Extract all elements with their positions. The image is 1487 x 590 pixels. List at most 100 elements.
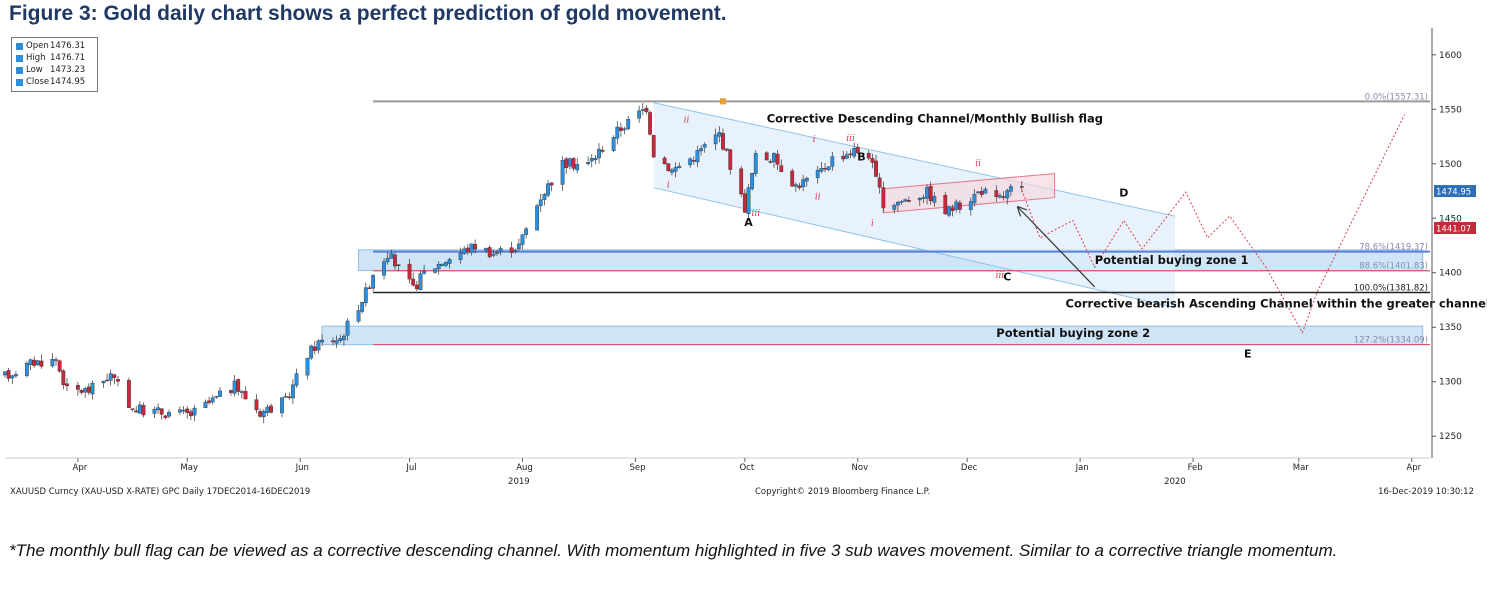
candle bbox=[994, 185, 999, 202]
candle bbox=[407, 258, 412, 284]
candle bbox=[163, 414, 168, 420]
candle bbox=[458, 247, 463, 264]
candle bbox=[695, 145, 700, 168]
candle-body bbox=[615, 126, 620, 139]
candle bbox=[611, 135, 616, 153]
candle-body bbox=[159, 408, 164, 415]
candle-body bbox=[35, 360, 40, 366]
candle-body bbox=[389, 253, 394, 259]
candle bbox=[79, 389, 84, 395]
ohlc-label: Open bbox=[26, 41, 49, 51]
candle bbox=[772, 152, 776, 168]
candle bbox=[258, 408, 263, 418]
candle-body bbox=[491, 254, 496, 256]
fib-level-label: 100.0%(1381.82) bbox=[1354, 284, 1428, 294]
candle-body bbox=[283, 395, 288, 398]
candle bbox=[50, 353, 55, 368]
x-tick-label: May bbox=[180, 463, 198, 473]
candle-body bbox=[622, 128, 627, 131]
candle bbox=[192, 404, 197, 422]
candle bbox=[513, 248, 518, 254]
candle-body bbox=[309, 345, 314, 359]
x-tick-label: Apr bbox=[73, 463, 88, 473]
candle bbox=[389, 249, 394, 259]
candle bbox=[950, 204, 955, 217]
candle-body bbox=[360, 302, 365, 312]
candle bbox=[600, 146, 605, 154]
candle bbox=[294, 368, 299, 388]
candle bbox=[524, 226, 529, 239]
wave-label: D bbox=[1119, 186, 1128, 199]
candle bbox=[702, 142, 707, 153]
candle-body bbox=[746, 187, 751, 214]
candle-body bbox=[830, 156, 835, 167]
candle bbox=[28, 358, 33, 371]
candle-body bbox=[331, 340, 335, 343]
candle-body bbox=[469, 243, 474, 253]
x-year-label: 2019 bbox=[508, 477, 530, 487]
candle bbox=[185, 406, 190, 419]
candle-body bbox=[998, 195, 1002, 198]
candle-body bbox=[637, 110, 642, 119]
legend-swatch bbox=[16, 78, 23, 86]
candle-body bbox=[258, 411, 263, 417]
candle bbox=[316, 339, 321, 354]
candle-body bbox=[54, 359, 58, 361]
ohlc-value: 1474.95 bbox=[50, 77, 86, 87]
candle bbox=[637, 105, 642, 123]
candle bbox=[236, 378, 241, 396]
candle bbox=[331, 337, 335, 346]
candle-body bbox=[495, 252, 499, 254]
candle-body bbox=[538, 199, 543, 207]
candle bbox=[721, 128, 725, 151]
candle bbox=[713, 128, 718, 151]
candle-body bbox=[772, 153, 776, 163]
chart-annotation: Potential buying zone 1 bbox=[1095, 253, 1249, 267]
candle bbox=[473, 239, 478, 254]
candle bbox=[159, 408, 164, 420]
candle bbox=[356, 305, 361, 324]
candle bbox=[382, 258, 386, 280]
candle bbox=[648, 110, 652, 136]
candle-body bbox=[724, 148, 729, 151]
candle-body bbox=[721, 133, 725, 150]
candle-body bbox=[775, 153, 780, 165]
price-tag-bg bbox=[1434, 221, 1476, 234]
candle bbox=[283, 392, 288, 399]
candle bbox=[24, 361, 29, 378]
y-tick-label: 1300 bbox=[1439, 378, 1462, 388]
candle-body bbox=[535, 205, 539, 231]
candle bbox=[742, 189, 747, 214]
candle bbox=[881, 181, 886, 213]
candle-body bbox=[440, 263, 445, 266]
candle bbox=[640, 103, 645, 116]
candle-body bbox=[229, 390, 233, 393]
candle-body bbox=[560, 160, 565, 185]
candle bbox=[932, 192, 937, 207]
candle bbox=[254, 394, 259, 414]
candle-body bbox=[571, 158, 576, 169]
candle-body bbox=[291, 384, 295, 399]
fib-level-label: 88.6%(1401.83) bbox=[1359, 262, 1428, 272]
buying-zone-2 bbox=[321, 325, 1424, 346]
x-tick-label: Oct bbox=[739, 463, 754, 473]
candle bbox=[925, 184, 929, 205]
ohlc-row-low: Low 1473.23 bbox=[16, 64, 93, 76]
candle bbox=[549, 182, 554, 192]
candle-body bbox=[338, 338, 343, 341]
candle-body bbox=[473, 244, 478, 250]
candle bbox=[943, 192, 948, 216]
candle bbox=[804, 176, 809, 187]
candle-body bbox=[600, 149, 605, 152]
candle-body bbox=[852, 147, 857, 157]
candle-body bbox=[516, 243, 521, 250]
candle-body bbox=[86, 386, 91, 393]
candle bbox=[287, 392, 292, 400]
candle bbox=[793, 182, 798, 192]
candle-body bbox=[968, 201, 973, 210]
y-tick-label: 1600 bbox=[1439, 51, 1462, 61]
candle bbox=[560, 156, 565, 191]
fib-anchor-marker bbox=[719, 98, 726, 105]
candle-body bbox=[280, 397, 284, 414]
candle-body bbox=[790, 170, 795, 187]
